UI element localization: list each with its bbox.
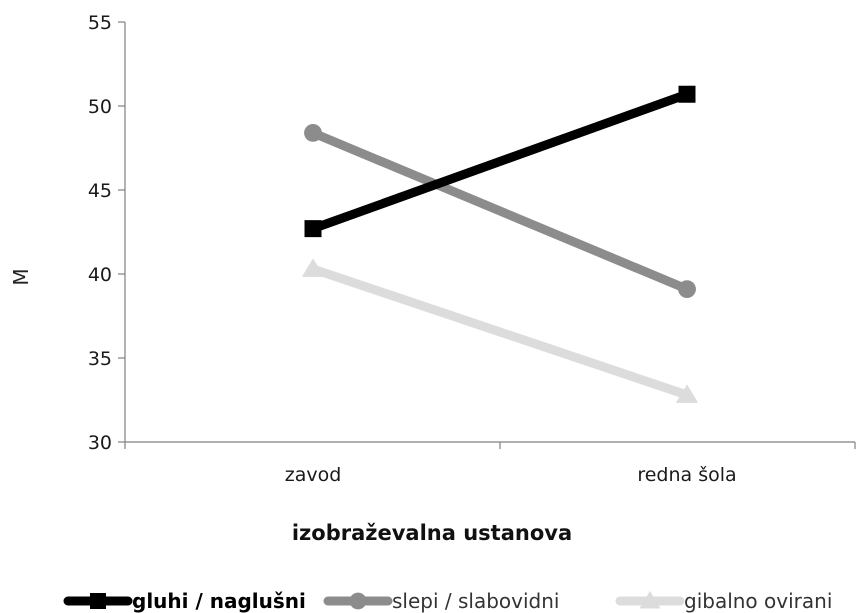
y-axis-title: M <box>9 268 33 285</box>
series-1 <box>304 85 696 238</box>
legend-item-3: gibalno ovirani <box>615 589 832 613</box>
legend-item-1: gluhi / naglušni <box>63 589 306 613</box>
data-point <box>304 220 322 238</box>
y-tick-label: 35 <box>88 348 112 370</box>
data-point <box>301 258 325 277</box>
data-point <box>675 384 699 403</box>
data-point <box>304 123 322 142</box>
y-tick-label: 45 <box>88 180 112 202</box>
x-ticks: zavod redna šola <box>124 442 856 486</box>
legend: gluhi / naglušni slepi / slabovidni gibaln… <box>63 589 832 613</box>
legend-item-2: slepi / slabovidni <box>323 589 559 613</box>
data-point <box>678 85 696 103</box>
y-ticks: 30 35 40 45 50 55 <box>88 12 125 454</box>
y-tick-label: 30 <box>88 432 112 454</box>
legend-label: gibalno ovirani <box>684 589 832 613</box>
legend-label: slepi / slabovidni <box>392 589 559 613</box>
legend-label: gluhi / naglušni <box>132 589 306 613</box>
series-2 <box>304 123 696 299</box>
data-point <box>678 280 696 299</box>
x-tick-label: zavod <box>285 464 342 486</box>
series-layer <box>301 85 699 403</box>
series-line <box>308 128 692 294</box>
y-tick-label: 50 <box>88 96 112 118</box>
series-3 <box>301 258 699 403</box>
series-line <box>308 89 692 234</box>
legend-swatch-marker <box>349 592 367 610</box>
axes: 30 35 40 45 50 55 zavod redna šola <box>88 12 856 486</box>
x-axis-title: izobraževalna ustanova <box>292 521 572 545</box>
x-tick-label: redna šola <box>637 464 736 486</box>
series-line <box>308 264 692 400</box>
legend-swatch-marker <box>639 591 661 609</box>
y-tick-label: 40 <box>88 264 112 286</box>
y-tick-label: 55 <box>88 12 112 34</box>
legend-swatch-marker <box>90 593 106 609</box>
